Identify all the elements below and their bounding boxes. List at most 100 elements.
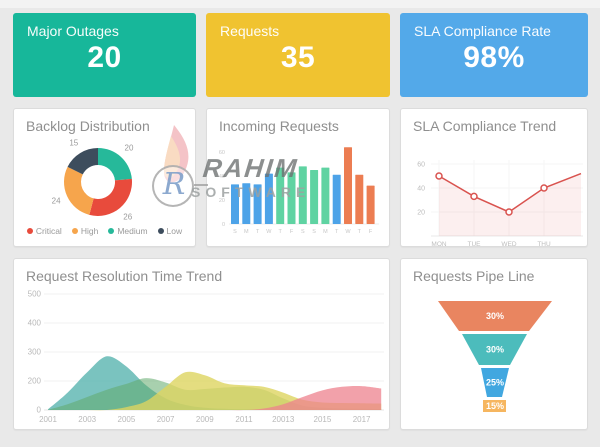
- bar: [298, 166, 307, 224]
- donut-slice-critical: [89, 178, 132, 217]
- legend-dot: [26, 228, 33, 234]
- tick-label: 2017: [353, 415, 371, 424]
- requests-pipeline-card: Requests Pipe Line 30% 30% 25% 15%: [400, 258, 588, 430]
- funnel-segment: [438, 301, 552, 331]
- chart-title: SLA Compliance Trend: [413, 118, 557, 134]
- tick-label: 0: [37, 406, 42, 415]
- bar: [321, 167, 330, 224]
- chart-title: Incoming Requests: [219, 118, 339, 134]
- legend-item-critical: Critical: [26, 226, 62, 236]
- kpi-card-sla-compliance: SLA Compliance Rate 98%: [400, 13, 588, 97]
- tick-label: 0: [222, 222, 225, 228]
- kpi-row: Major Outages 20 Requests 35 SLA Complia…: [13, 13, 588, 97]
- kpi-label: SLA Compliance Rate: [414, 23, 551, 39]
- donut-slice-medium: [98, 148, 132, 181]
- funnel-segment: [483, 400, 506, 412]
- funnel-segment-label: 30%: [486, 345, 504, 355]
- funnel-chart[interactable]: 30% 30% 25% 15%: [401, 286, 587, 422]
- page-top-strip: [0, 0, 600, 8]
- tick-label: F: [369, 229, 373, 235]
- bar: [332, 174, 341, 224]
- slice-value-label: 15: [69, 138, 78, 147]
- bar: [276, 167, 285, 224]
- tick-label: 20: [417, 210, 425, 217]
- slice-value-label: 26: [123, 213, 132, 222]
- tick-label: 40: [417, 186, 425, 193]
- legend-label: Medium: [117, 226, 148, 236]
- donut-chart[interactable]: 20 26 24 15: [14, 136, 195, 226]
- backlog-distribution-card: Backlog Distribution 20 26 24 15 Critical Hi…: [13, 108, 196, 247]
- bar: [264, 173, 273, 224]
- tick-label: 2001: [39, 415, 57, 424]
- tick-label: T: [256, 229, 260, 235]
- area-series-pink: [48, 385, 382, 411]
- tick-label: 2005: [118, 415, 136, 424]
- tick-label: W: [345, 229, 351, 235]
- legend-label: Critical: [35, 226, 62, 236]
- tick-label: 20: [219, 198, 225, 204]
- funnel-segment-label: 15%: [486, 401, 504, 411]
- kpi-label: Requests: [220, 23, 280, 39]
- donut-slice-low: [67, 148, 98, 175]
- dashboard: Major Outages 20 Requests 35 SLA Complia…: [13, 13, 588, 430]
- tick-label: W: [266, 229, 272, 235]
- donut-slice-high: [63, 166, 94, 215]
- slice-value-label: 20: [125, 144, 134, 153]
- line-chart[interactable]: 60 40 20 MON TUE WED THU: [401, 136, 587, 247]
- legend-label: Low: [166, 226, 183, 236]
- tick-label: T: [335, 229, 339, 235]
- chart-title: Request Resolution Time Trend: [26, 268, 223, 284]
- bottom-row: Request Resolution Time Trend 500 400 300 2…: [13, 258, 588, 430]
- tick-label: 60: [417, 162, 425, 169]
- tick-label: THU: [537, 241, 551, 247]
- funnel-segment-label: 25%: [486, 378, 504, 388]
- kpi-label: Major Outages: [27, 23, 119, 39]
- kpi-card-major-outages: Major Outages 20: [13, 13, 196, 97]
- incoming-requests-card: Incoming Requests 60 40 20 0 S M T W T F S S M T W T F: [206, 108, 390, 247]
- sla-compliance-trend-card: SLA Compliance Trend 60 40 20 MON TUE WED THU: [400, 108, 588, 247]
- tick-label: 2003: [78, 415, 96, 424]
- tick-label: T: [358, 229, 362, 235]
- tick-label: 20013: [272, 415, 295, 424]
- line-area-fill: [439, 173, 581, 236]
- tick-label: 2011: [235, 415, 253, 424]
- data-point-marker: [505, 208, 513, 216]
- tick-label: F: [290, 229, 294, 235]
- slice-value-label: 24: [52, 196, 61, 205]
- funnel-segment: [462, 334, 527, 365]
- data-point-marker: [435, 172, 443, 180]
- kpi-value: 20: [87, 41, 122, 74]
- tick-label: 200: [28, 377, 42, 386]
- tick-label: WED: [501, 241, 516, 247]
- data-point-marker: [540, 184, 548, 192]
- tick-label: S: [312, 229, 316, 235]
- bar: [366, 185, 375, 224]
- chart-title: Backlog Distribution: [26, 118, 150, 134]
- tick-label: M: [244, 229, 249, 235]
- kpi-value: 35: [280, 41, 316, 74]
- funnel-segment-label: 30%: [486, 311, 504, 321]
- data-point-marker: [470, 192, 478, 201]
- tick-label: T: [279, 229, 283, 235]
- tick-label: 40: [219, 174, 225, 180]
- tick-label: 2015: [314, 415, 332, 424]
- bar: [242, 183, 251, 224]
- bar: [355, 174, 364, 224]
- donut-legend: Critical High Medium Low: [14, 226, 195, 236]
- bar: [231, 184, 239, 224]
- resolution-time-trend-card: Request Resolution Time Trend 500 400 300 2…: [13, 258, 390, 430]
- legend-item-low: Low: [157, 226, 183, 236]
- funnel-segment: [481, 368, 509, 397]
- bar: [287, 172, 296, 224]
- chart-title: Requests Pipe Line: [413, 268, 535, 284]
- legend-item-high: High: [71, 226, 98, 236]
- tick-label: M: [323, 229, 328, 235]
- tick-label: 2009: [196, 415, 214, 424]
- legend-dot: [71, 228, 78, 234]
- tick-label: 300: [28, 348, 42, 357]
- legend-item-medium: Medium: [108, 226, 148, 236]
- kpi-value: 98%: [463, 41, 525, 74]
- legend-dot: [157, 228, 164, 234]
